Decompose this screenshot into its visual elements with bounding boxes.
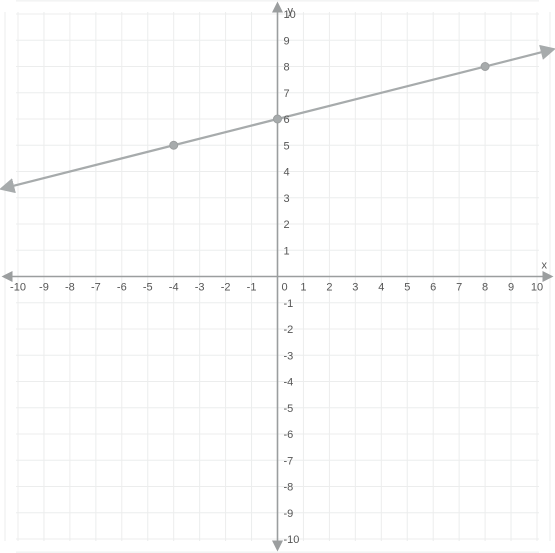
x-tick-label: -2 (221, 282, 231, 294)
coordinate-chart: -10-9-8-7-6-5-4-3-2-1012345678910-10-9-8… (0, 0, 555, 553)
x-tick-label: -10 (10, 282, 26, 294)
x-tick-label: -9 (39, 282, 49, 294)
y-tick-label: -7 (284, 455, 294, 467)
x-tick-label: -8 (65, 282, 75, 294)
x-tick-label: -5 (143, 282, 153, 294)
x-tick-label: -6 (117, 282, 127, 294)
y-tick-label: -9 (284, 508, 294, 520)
y-tick-label: -6 (284, 429, 294, 441)
x-tick-label: 6 (430, 282, 436, 294)
x-tick-label: 9 (508, 282, 514, 294)
x-tick-label: 2 (326, 282, 332, 294)
chart-svg: -10-9-8-7-6-5-4-3-2-1012345678910-10-9-8… (0, 0, 555, 553)
y-tick-label: -4 (284, 377, 294, 389)
y-tick-label: -5 (284, 403, 294, 415)
x-tick-label: 0 (282, 282, 288, 294)
x-tick-label: -7 (91, 282, 101, 294)
data-point (481, 63, 489, 71)
y-tick-label: 4 (284, 167, 290, 179)
x-tick-label: -1 (247, 282, 257, 294)
y-tick-label: -10 (284, 534, 300, 546)
x-axis-label: x (542, 260, 548, 272)
data-point (274, 115, 282, 123)
x-tick-label: 5 (404, 282, 410, 294)
x-tick-label: 3 (352, 282, 358, 294)
y-tick-label: -1 (284, 298, 294, 310)
y-tick-label: -8 (284, 482, 294, 494)
x-tick-label: 7 (456, 282, 462, 294)
x-tick-label: 1 (300, 282, 306, 294)
x-tick-label: 8 (482, 282, 488, 294)
y-tick-label: 5 (284, 140, 290, 152)
y-tick-label: 8 (284, 62, 290, 74)
y-tick-label: -3 (284, 350, 294, 362)
y-tick-label: 1 (284, 245, 290, 257)
data-point (170, 141, 178, 149)
y-axis-label: y (288, 5, 294, 17)
x-tick-label: 4 (378, 282, 384, 294)
y-tick-label: 2 (284, 219, 290, 231)
x-tick-label: -4 (169, 282, 179, 294)
y-tick-label: 3 (284, 193, 290, 205)
x-tick-label: 10 (531, 282, 543, 294)
y-tick-label: -2 (284, 324, 294, 336)
y-tick-label: 6 (284, 114, 290, 126)
y-tick-label: 9 (284, 35, 290, 47)
x-tick-label: -3 (195, 282, 205, 294)
y-tick-label: 7 (284, 88, 290, 100)
